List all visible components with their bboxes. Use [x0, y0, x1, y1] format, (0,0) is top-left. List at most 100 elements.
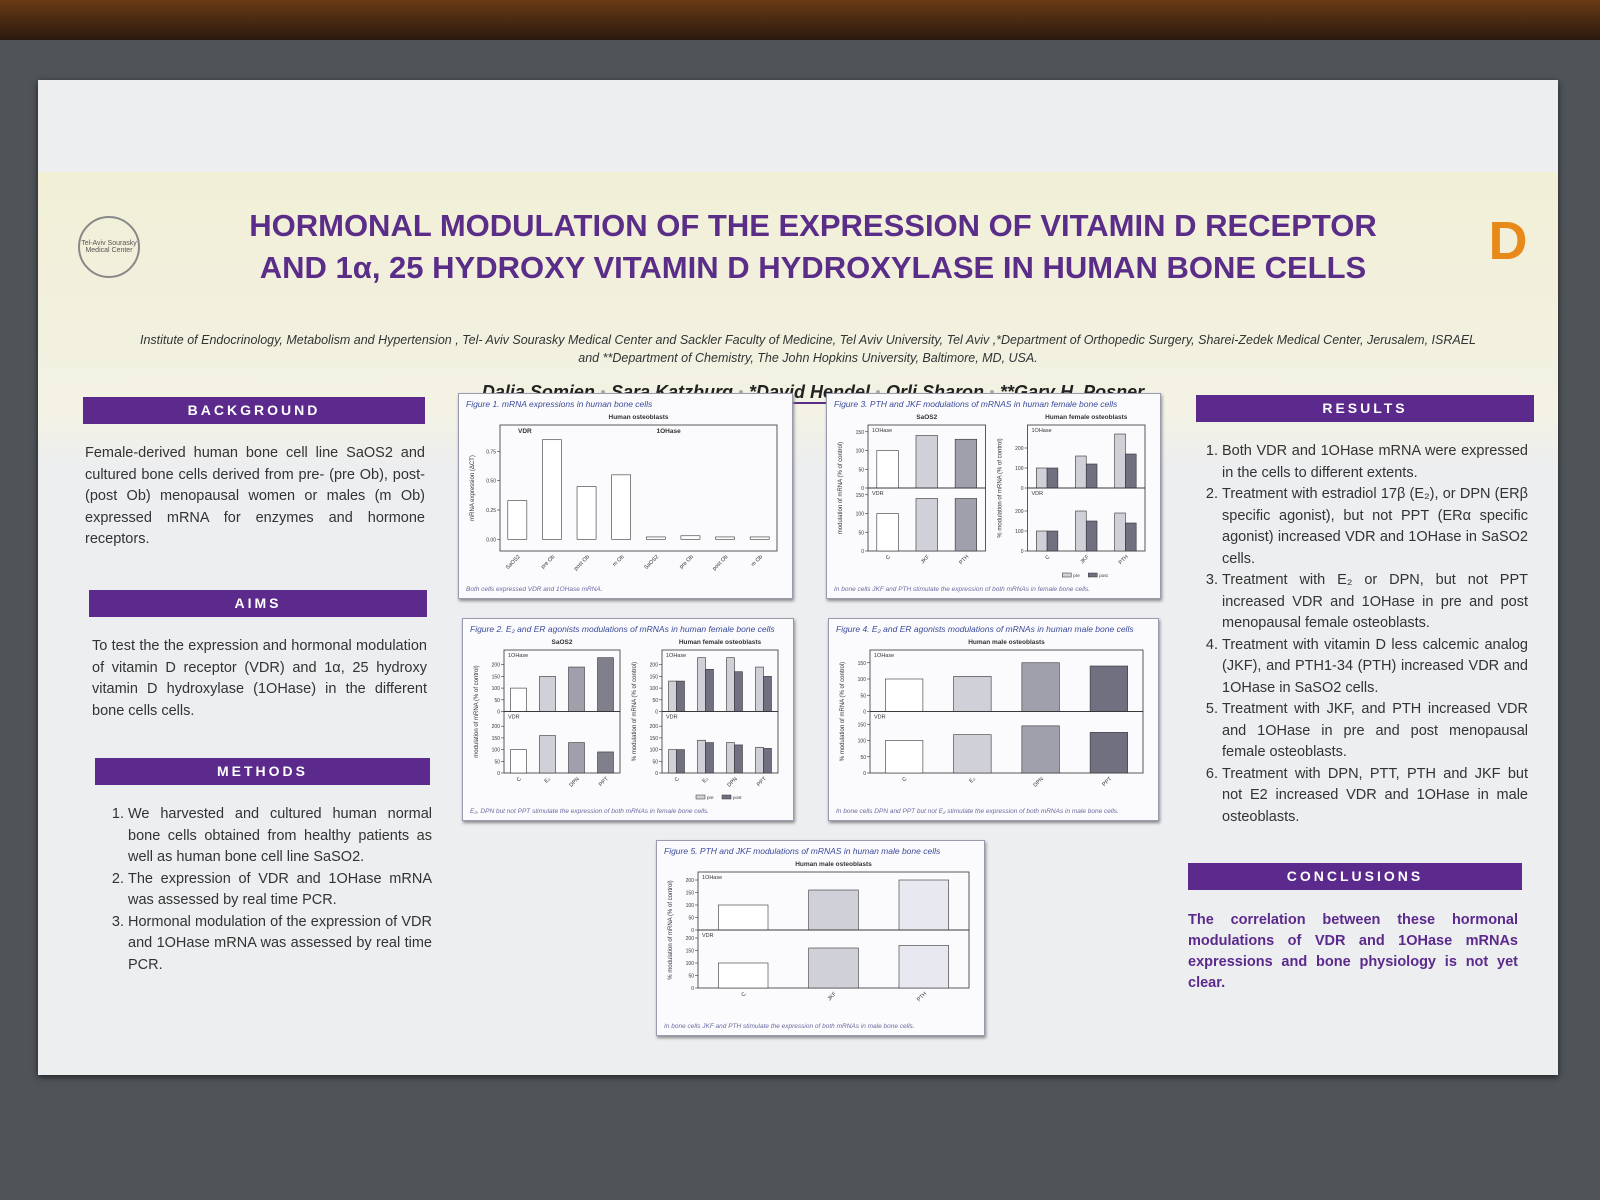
y-tick-label: 0.25 — [486, 508, 496, 514]
bar — [1125, 522, 1137, 552]
y-tick-label: 0 — [497, 771, 500, 777]
y-tick-label: 50 — [860, 755, 866, 761]
bar — [1021, 725, 1060, 774]
figure-caption: In bone cells JKF and PTH stimulate the … — [834, 586, 1090, 593]
y-tick-label: 0 — [1021, 486, 1024, 492]
bar — [1085, 463, 1098, 489]
y-tick-label: 150 — [650, 674, 659, 680]
bar — [763, 748, 772, 774]
bar — [510, 687, 527, 712]
list-item: The expression of VDR and 1OHase mRNA wa… — [128, 869, 432, 912]
figure: Figure 3. PTH and JKF modulations of mRN… — [826, 393, 1161, 599]
y-tick-label: 150 — [492, 736, 501, 742]
bar — [953, 734, 992, 774]
y-tick-label: 50 — [858, 530, 864, 536]
figure: Figure 1. mRNA expressions in human bone… — [458, 393, 793, 599]
section-list: Both VDR and 1OHase mRNA were expressed … — [1190, 441, 1528, 828]
legend-swatch — [695, 794, 706, 800]
y-tick-label: 0 — [691, 928, 694, 934]
figure-title: Figure 1. mRNA expressions in human bone… — [466, 399, 653, 409]
section-text: Female-derived human bone cell line SaOS… — [85, 445, 425, 547]
figure-frame — [462, 618, 794, 821]
annotation: 1OHase — [657, 428, 682, 435]
x-tick-label: JKF — [827, 991, 839, 1003]
bar — [1085, 520, 1098, 552]
y-tick-label: 150 — [856, 493, 865, 499]
y-tick-label: 0.50 — [486, 479, 496, 485]
section-text: The correlation between these hormonal m… — [1188, 912, 1518, 991]
y-tick-label: 0 — [863, 710, 866, 716]
figure-title: Figure 3. PTH and JKF modulations of mRN… — [834, 399, 1118, 409]
bar — [954, 438, 977, 489]
y-tick-label: 0.75 — [486, 449, 496, 455]
bar — [953, 676, 992, 712]
legend-label: pre — [707, 795, 714, 800]
y-tick-label: 0 — [863, 771, 866, 777]
list-item: Both VDR and 1OHase mRNA were expressed … — [1222, 441, 1528, 484]
panel-frame — [869, 711, 1144, 774]
chart-title: Human female osteoblasts — [1045, 414, 1128, 421]
bar — [808, 889, 859, 931]
bar — [954, 498, 977, 552]
figure-frame — [826, 393, 1161, 599]
bar — [1114, 512, 1126, 552]
bar — [705, 742, 714, 774]
bar — [668, 680, 677, 712]
y-tick-label: 200 — [1015, 509, 1024, 515]
y-tick-label: 200 — [492, 724, 501, 730]
y-tick-label: 0 — [861, 486, 864, 492]
bar — [668, 749, 677, 774]
y-axis-label: % modulation of mRNA (% of control) — [668, 880, 674, 979]
y-tick-label: 150 — [492, 674, 501, 680]
legend-swatch — [1062, 572, 1072, 578]
figure-caption: In bone cells JKF and PTH stimulate the … — [664, 1023, 915, 1030]
y-axis-label: mRNA expression (ΔCT) — [470, 455, 476, 521]
bar — [808, 947, 859, 989]
x-tick-label: C — [741, 991, 748, 998]
y-tick-label: 150 — [856, 430, 865, 436]
y-tick-label: 100 — [686, 961, 695, 967]
figure-title: Figure 5. PTH and JKF modulations of mRN… — [664, 846, 941, 856]
affiliation: and **Department of Chemistry, The John … — [578, 351, 1038, 365]
figure-frame — [656, 840, 985, 1036]
bar — [697, 657, 706, 712]
title-line: AND 1α, 25 HYDROXY VITAMIN D HYDROXYLASE… — [259, 250, 1367, 285]
bar — [1114, 433, 1126, 489]
y-tick-label: 100 — [858, 677, 867, 683]
x-tick-label: C — [674, 776, 681, 783]
panel-label: 1OHase — [508, 653, 528, 659]
x-tick-label: C — [901, 776, 908, 783]
title-line: HORMONAL MODULATION OF THE EXPRESSION OF… — [249, 208, 1377, 243]
figure: Figure 2. E₂ and ER agonists modulations… — [462, 618, 794, 821]
section-heading: METHODS — [95, 758, 430, 785]
chart-title: Human male osteoblasts — [968, 639, 1045, 646]
panel-label: VDR — [666, 715, 678, 721]
bar — [680, 535, 701, 540]
panel-label: 1OHase — [702, 875, 722, 881]
bar — [1046, 530, 1059, 552]
bar — [542, 439, 562, 540]
bar — [568, 742, 585, 774]
list: We harvested and cultured human normal b… — [96, 804, 432, 976]
figure-title: Figure 4. E₂ and ER agonists modulations… — [836, 624, 1134, 634]
y-tick-label: 150 — [858, 722, 867, 728]
bar — [676, 749, 685, 774]
y-tick-label: 200 — [1015, 446, 1024, 452]
bar — [718, 904, 769, 931]
list-item: Hormonal modulation of the expression of… — [128, 912, 432, 977]
poster: Tel-Aviv Sourasky Medical Center D HORMO… — [38, 80, 1558, 1075]
legend-label: post — [1099, 573, 1108, 578]
bar — [718, 962, 769, 989]
bar — [1021, 662, 1060, 712]
section-list: We harvested and cultured human normal b… — [96, 804, 432, 976]
x-tick-label: E₂ — [968, 776, 976, 784]
y-tick-label: 100 — [686, 903, 695, 909]
bar — [1046, 467, 1059, 489]
y-tick-label: 150 — [858, 661, 867, 667]
y-tick-label: 200 — [650, 724, 659, 730]
legend-swatch — [1088, 572, 1098, 578]
bar — [539, 676, 556, 712]
y-tick-label: 100 — [492, 748, 501, 754]
list-item: Treatment with JKF, and PTH increased VD… — [1222, 699, 1528, 764]
